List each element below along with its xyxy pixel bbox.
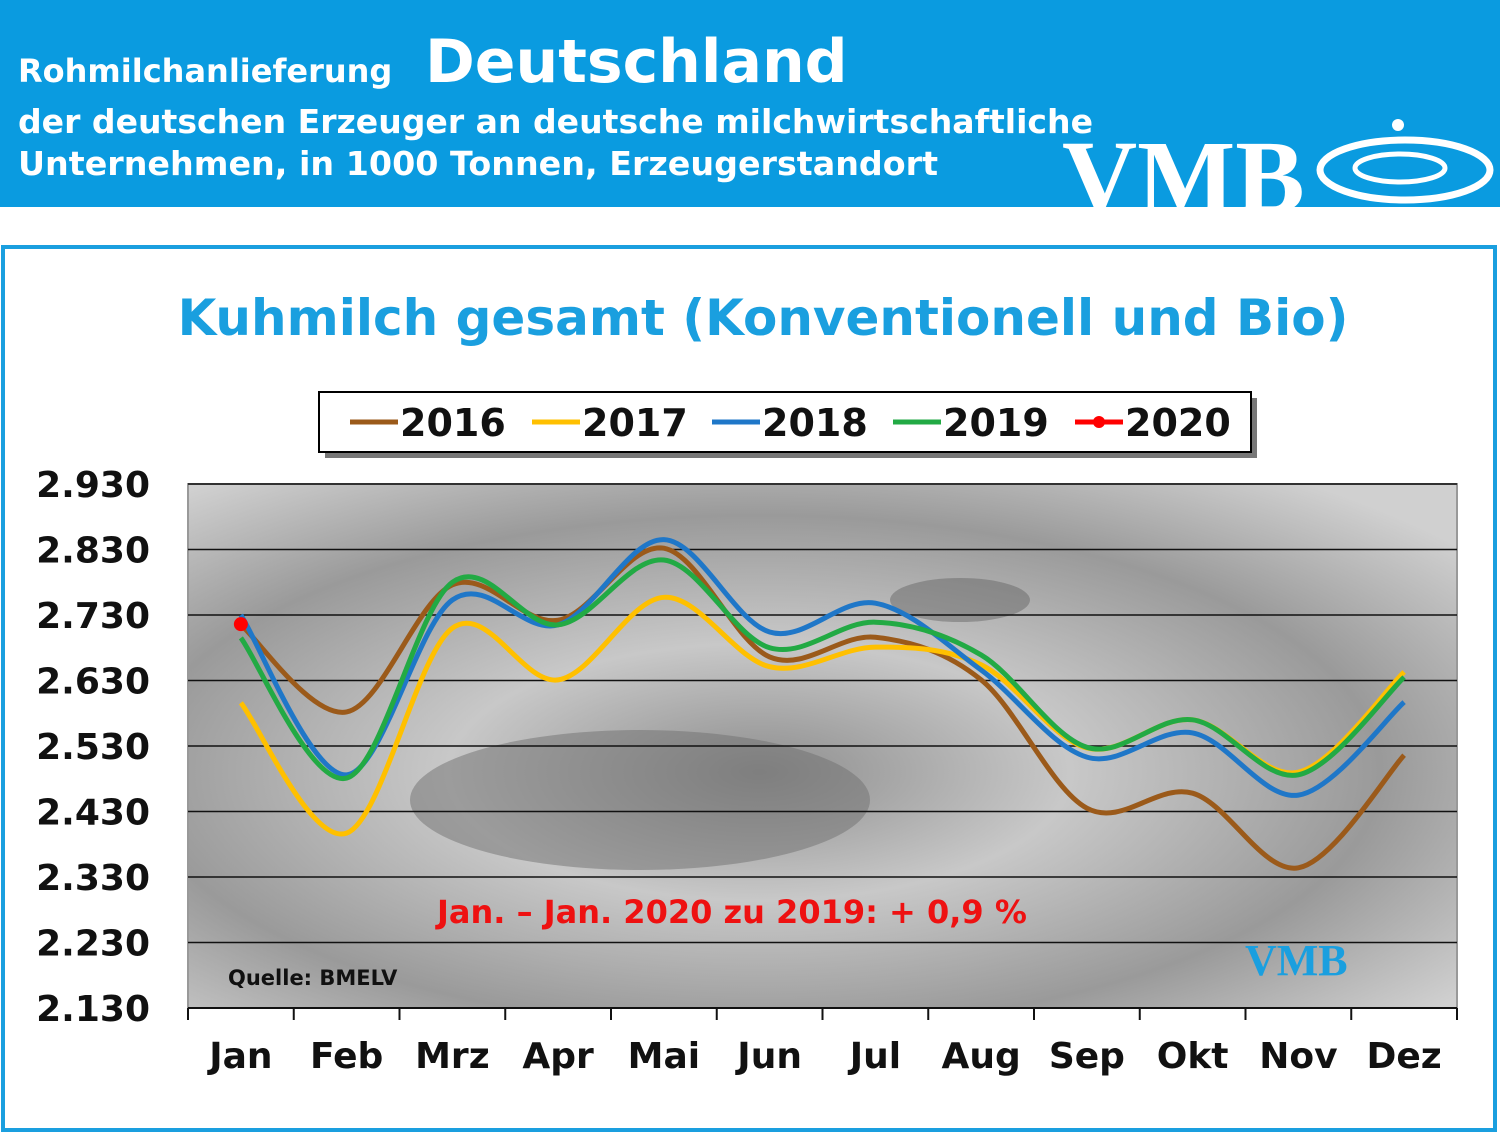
background-image: [890, 578, 1030, 622]
y-tick-label: 2.230: [36, 924, 150, 965]
source: Quelle: BMELV: [228, 966, 398, 990]
header-band: [0, 0, 1500, 207]
y-tick-label: 2.130: [36, 989, 150, 1030]
x-tick-label: Dez: [1366, 1036, 1441, 1077]
watermark: VMB: [1245, 936, 1348, 985]
y-tick-label: 2.430: [36, 793, 150, 834]
logo: VMB: [1062, 119, 1494, 235]
legend-label: 2020: [1125, 401, 1231, 445]
x-tick-label: Nov: [1259, 1036, 1337, 1077]
header-title-large: Deutschland: [425, 27, 848, 97]
background-image: [410, 730, 870, 870]
series-point: [233, 617, 248, 632]
y-tick-label: 2.630: [36, 662, 150, 703]
logo-swirl: [1316, 136, 1494, 204]
x-tick-label: Jun: [734, 1036, 802, 1077]
header-subtitle: der deutschen Erzeuger an deutsche milch…: [18, 102, 1093, 141]
x-tick-label: Jul: [847, 1036, 901, 1077]
logo-drop: [1392, 119, 1404, 131]
x-tick-label: Aug: [941, 1036, 1020, 1077]
y-tick-label: 2.730: [36, 596, 150, 637]
y-tick-label: 2.830: [36, 531, 150, 572]
header-subtitle: Unternehmen, in 1000 Tonnen, Erzeugersta…: [18, 144, 938, 183]
x-tick-label: Apr: [522, 1036, 594, 1077]
series-line: [238, 557, 1406, 781]
legend-label: 2018: [762, 401, 868, 445]
x-tick-label: Okt: [1157, 1036, 1229, 1077]
series-line: [239, 545, 1406, 871]
x-tick-label: Mai: [628, 1036, 700, 1077]
legend-label: 2016: [400, 401, 506, 445]
annotation: Jan. – Jan. 2020 zu 2019: + 0,9 %: [435, 893, 1027, 931]
x-tick-label: Sep: [1049, 1036, 1125, 1077]
legend-marker: [1093, 416, 1105, 428]
logo-text: VMB: [1062, 120, 1305, 235]
chart-title: Kuhmilch gesamt (Konventionell und Bio): [178, 289, 1349, 347]
header-title-small: Rohmilchanlieferung: [18, 52, 392, 90]
y-tick-label: 2.930: [36, 465, 150, 506]
x-tick-label: Mrz: [415, 1036, 490, 1077]
legend-label: 2019: [943, 401, 1049, 445]
y-tick-label: 2.330: [36, 858, 150, 899]
x-tick-label: Feb: [310, 1036, 383, 1077]
y-tick-label: 2.530: [36, 727, 150, 768]
logo-swirl: [1352, 151, 1448, 185]
series-line: [238, 537, 1406, 798]
x-tick-label: Jan: [206, 1036, 272, 1077]
legend-label: 2017: [582, 401, 688, 445]
